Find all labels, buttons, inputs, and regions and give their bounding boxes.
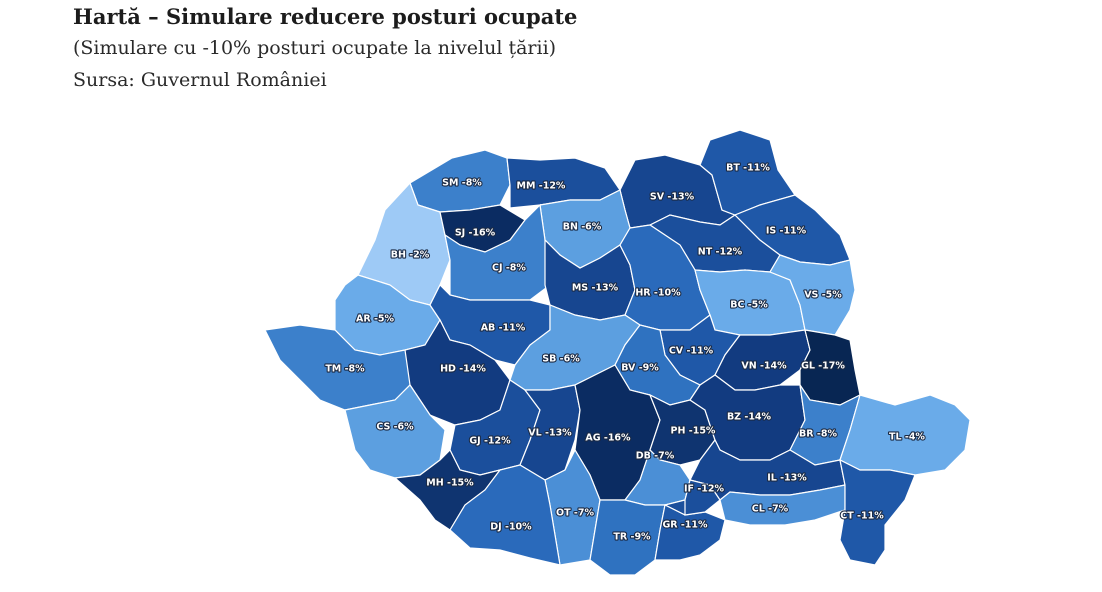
- county-label-ph: PH -15%: [671, 426, 716, 437]
- county-label-ag: AG -16%: [585, 433, 631, 444]
- county-label-bv: BV -9%: [621, 363, 659, 374]
- county-label-sj: SJ -16%: [455, 228, 496, 239]
- county-label-ms: MS -13%: [572, 283, 619, 294]
- county-label-mm: MM -12%: [517, 181, 566, 192]
- county-label-vs: VS -5%: [804, 290, 842, 301]
- county-label-vl: VL -13%: [528, 428, 572, 439]
- county-label-bh: BH -2%: [391, 250, 430, 261]
- map-subtitle: (Simulare cu -10% posturi ocupate la niv…: [73, 37, 557, 59]
- county-label-sm: SM -8%: [442, 178, 482, 189]
- county-b[interactable]: [684, 479, 721, 516]
- county-label-gj: GJ -12%: [469, 436, 511, 447]
- county-label-br: BR -8%: [799, 429, 837, 440]
- county-label-bn: BN -6%: [563, 222, 602, 233]
- county-label-cv: CV -11%: [669, 346, 714, 357]
- county-label-gr: GR -11%: [662, 520, 708, 531]
- map-header: Hartă – Simulare reducere posturi ocupat…: [73, 2, 577, 96]
- county-label-sv: SV -13%: [650, 192, 695, 203]
- county-label-vn: VN -14%: [741, 361, 787, 372]
- county-label-tm: TM -8%: [325, 364, 365, 375]
- map-title: Hartă – Simulare reducere posturi ocupat…: [73, 4, 578, 29]
- county-label-db: DB -7%: [636, 451, 675, 462]
- county-label-il: IL -13%: [767, 473, 807, 484]
- county-label-ot: OT -7%: [556, 508, 594, 519]
- county-label-ar: AR -5%: [356, 314, 395, 325]
- county-label-cj: CJ -8%: [492, 263, 526, 274]
- county-label-bc: BC -5%: [730, 300, 768, 311]
- county-label-mh: MH -15%: [426, 478, 474, 489]
- county-label-dj: DJ -10%: [490, 522, 532, 533]
- county-label-is: IS -11%: [766, 226, 807, 237]
- county-labels: SM -8% MM -12% SV -13% BT -11% BH -2% SJ -16%…: [324, 161, 926, 543]
- county-regions: [264, 129, 971, 576]
- county-label-tl: TL -4%: [889, 432, 925, 443]
- county-label-ct: CT -11%: [840, 511, 884, 522]
- county-label-sb: SB -6%: [542, 354, 580, 365]
- county-label-bz: BZ -14%: [727, 412, 772, 423]
- county-label-nt: NT -12%: [698, 247, 743, 258]
- county-label-ab: AB -11%: [481, 323, 526, 334]
- county-gr[interactable]: [654, 504, 726, 561]
- county-label-hd: HD -14%: [440, 364, 486, 375]
- county-vs[interactable]: [769, 254, 856, 336]
- county-ct[interactable]: [839, 458, 916, 566]
- county-cs[interactable]: [344, 384, 446, 479]
- county-label-tr: TR -9%: [613, 532, 651, 543]
- map-source: Sursa: Guvernul României: [73, 69, 327, 91]
- county-label-gl: GL -17%: [801, 361, 845, 372]
- county-label-hr: HR -10%: [635, 288, 681, 299]
- county-label-bt: BT -11%: [726, 163, 770, 174]
- county-label-cl: CL -7%: [752, 504, 789, 515]
- county-label-cs: CS -6%: [376, 422, 414, 433]
- county-label-if: IF -12%: [684, 484, 724, 495]
- county-dj[interactable]: [449, 464, 561, 566]
